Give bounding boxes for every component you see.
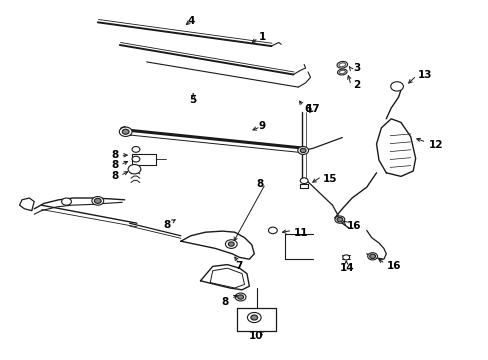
- Text: 13: 13: [417, 70, 432, 80]
- Circle shape: [250, 315, 257, 320]
- Text: 16: 16: [386, 261, 401, 271]
- Circle shape: [300, 178, 307, 184]
- Text: 2: 2: [352, 80, 360, 90]
- Text: 16: 16: [346, 221, 361, 231]
- Text: 11: 11: [293, 228, 307, 238]
- Text: 14: 14: [339, 263, 354, 273]
- Circle shape: [228, 242, 234, 246]
- Circle shape: [297, 147, 308, 154]
- Circle shape: [225, 240, 237, 248]
- Text: 3: 3: [352, 63, 360, 73]
- Circle shape: [128, 165, 141, 174]
- Circle shape: [119, 127, 132, 136]
- Ellipse shape: [337, 69, 346, 75]
- Circle shape: [300, 148, 305, 153]
- Circle shape: [132, 147, 140, 152]
- Text: 10: 10: [248, 330, 263, 341]
- Circle shape: [342, 255, 349, 260]
- Text: 9: 9: [258, 121, 265, 131]
- Ellipse shape: [336, 62, 347, 68]
- Circle shape: [237, 295, 243, 299]
- Text: 1: 1: [259, 32, 266, 42]
- Circle shape: [336, 217, 342, 222]
- Circle shape: [92, 197, 103, 205]
- Text: 17: 17: [305, 104, 320, 114]
- Circle shape: [390, 82, 403, 91]
- Text: 5: 5: [189, 95, 196, 105]
- Ellipse shape: [339, 70, 345, 74]
- Text: 8: 8: [111, 171, 118, 181]
- Circle shape: [369, 254, 375, 258]
- Circle shape: [247, 312, 261, 323]
- Circle shape: [122, 129, 129, 134]
- Circle shape: [132, 156, 140, 162]
- Circle shape: [268, 227, 277, 234]
- Text: 8: 8: [256, 179, 264, 189]
- Circle shape: [94, 198, 101, 203]
- Text: 4: 4: [186, 15, 194, 26]
- Text: 8: 8: [163, 220, 170, 230]
- Ellipse shape: [338, 63, 345, 67]
- Circle shape: [235, 293, 245, 301]
- Text: 8: 8: [111, 150, 118, 160]
- Text: 12: 12: [427, 140, 442, 150]
- Text: 15: 15: [322, 174, 337, 184]
- Circle shape: [61, 198, 71, 205]
- Text: 7: 7: [234, 261, 242, 271]
- Circle shape: [334, 216, 344, 223]
- Circle shape: [367, 253, 377, 260]
- Text: 8: 8: [111, 160, 118, 170]
- Text: 8: 8: [221, 297, 228, 307]
- Text: 6: 6: [304, 104, 311, 114]
